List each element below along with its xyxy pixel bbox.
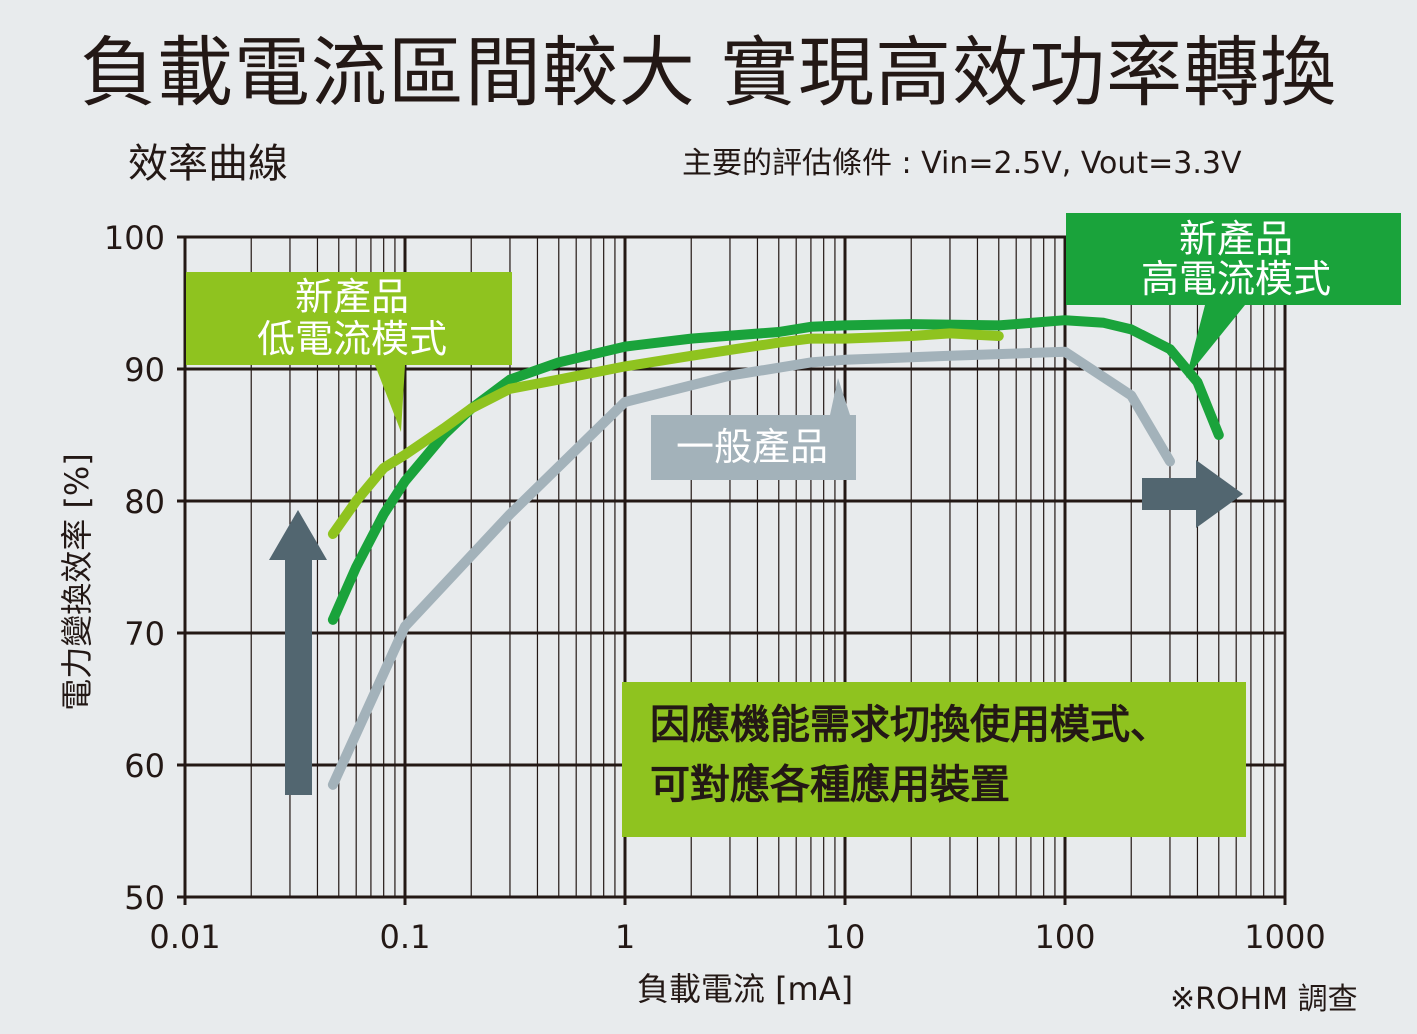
y-tick-label: 100 <box>104 219 165 257</box>
callout-box-general <box>651 378 856 480</box>
message-text: 可對應各種應用裝置 <box>650 762 1010 808</box>
x-tick-label: 1000 <box>1244 918 1325 956</box>
series-line <box>327 328 1004 539</box>
callout-text-general: 一般產品 <box>676 425 828 469</box>
callout-text-low-mode: 新產品 <box>295 275 409 319</box>
message-text: 因應機能需求切換使用模式、 <box>650 702 1170 748</box>
x-tick-label: 100 <box>1034 918 1095 956</box>
x-tick-label: 10 <box>825 918 866 956</box>
evaluation-conditions: 主要的評估條件 : Vin=2.5V, Vout=3.3V <box>682 146 1242 181</box>
series-line <box>327 346 1175 790</box>
y-tick-label: 50 <box>124 879 165 917</box>
x-axis-label: 負載電流 [mA] <box>637 970 853 1008</box>
chart-title: 效率曲線 <box>128 141 288 187</box>
y-tick-label: 60 <box>124 747 165 785</box>
callout-box-high-mode <box>1066 213 1401 378</box>
callout-text-high-mode: 新產品 <box>1179 217 1293 261</box>
callout-text-low-mode: 低電流模式 <box>257 317 447 361</box>
annotations: 新產品低電流模式新產品高電流模式一般產品因應機能需求切換使用模式、可對應各種應用… <box>186 213 1401 837</box>
source-note: ※ROHM 調查 <box>1170 982 1358 1017</box>
y-tick-label: 70 <box>124 615 165 653</box>
page-title: 負載電流區間較大 實現高效功率轉換 <box>79 28 1338 117</box>
callout-text-high-mode: 高電流模式 <box>1141 257 1331 301</box>
efficiency-up-arrow <box>269 510 327 795</box>
x-tick-label: 0.01 <box>149 918 220 956</box>
tick-labels: 0.01 0.1 1 10 100 1000 50 60 70 80 90 100 負載電流 [mA] 電… <box>58 219 1326 1008</box>
y-tick-label: 90 <box>124 351 165 389</box>
x-tick-label: 1 <box>615 918 635 956</box>
current-range-arrow <box>1142 460 1243 528</box>
message-box <box>622 682 1246 837</box>
callout-box-low-mode <box>186 272 512 432</box>
y-axis-label: 電力變換效率 [%] <box>58 453 96 711</box>
y-tick-label: 80 <box>124 483 165 521</box>
x-tick-label: 0.1 <box>380 918 431 956</box>
series-line <box>327 315 1224 625</box>
series-layer <box>327 315 1224 790</box>
